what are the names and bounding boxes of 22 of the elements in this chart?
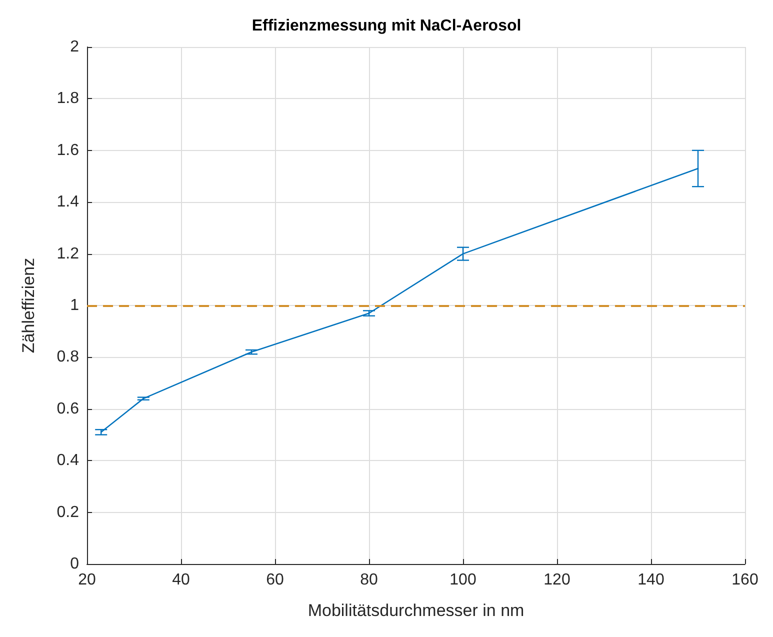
chart-title: Effizienzmessung mit NaCl-Aerosol [252, 18, 522, 34]
y-tick-label: 0.4 [56, 452, 80, 470]
y-tick-label: 1.4 [56, 194, 80, 211]
x-tick-label: 60 [266, 572, 284, 588]
y-tick-label: 1.2 [56, 245, 80, 262]
y-tick-label: 1 [70, 297, 80, 314]
x-tick-label: 80 [360, 572, 378, 588]
y-tick-label: 1.8 [56, 90, 80, 108]
x-tick-label: 160 [732, 572, 758, 588]
y-tick-label: 0 [70, 556, 80, 572]
x-tick-label: 40 [172, 572, 190, 588]
x-tick-label: 100 [450, 572, 476, 588]
y-tick-label: 0.2 [56, 504, 80, 521]
y-tick-label: 2 [70, 38, 80, 56]
x-tick-label: 20 [78, 572, 96, 588]
x-tick-label: 120 [544, 572, 570, 588]
y-axis-title: Zähleffizienz [19, 258, 38, 354]
x-tick-label: 140 [638, 572, 664, 588]
y-tick-label: 1.6 [56, 142, 80, 159]
y-tick-label: 0.6 [56, 400, 80, 418]
y-tick-label: 0.8 [56, 348, 80, 366]
x-axis-title: Mobilitätsdurchmesser in nm [308, 601, 524, 620]
